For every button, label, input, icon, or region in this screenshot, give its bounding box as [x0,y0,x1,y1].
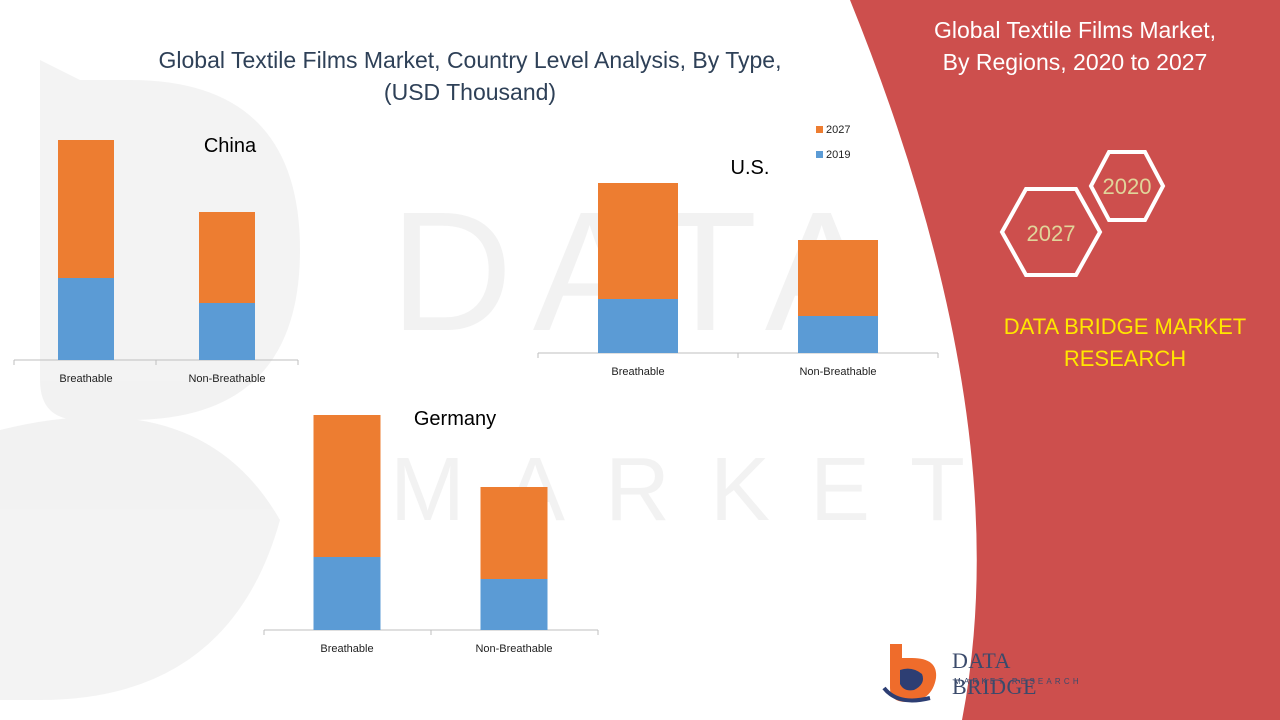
side-panel [850,0,1280,720]
category-label: Non-Breathable [188,373,265,385]
hexagon-2027-icon [999,187,1103,277]
year-hexagons [999,150,1166,277]
legend-swatch-2019 [816,151,823,158]
bar-2019-non-breathable [199,303,255,360]
bar-2019-breathable [313,557,381,630]
chart-us: U.S. Breathable Non-Breathable 2027 2019 [537,124,939,378]
brand-line1: DATA BRIDGE MARKET [1003,314,1247,339]
category-label: Breathable [611,366,664,378]
bar-2019-breathable [58,278,114,360]
main-title: Global Textile Films Market, Country Lev… [120,44,820,108]
main-title-line1: Global Textile Films Market, Country Lev… [158,47,782,73]
legend-label-2019: 2019 [826,149,850,161]
chart-title: Germany [414,408,496,430]
category-label: Breathable [59,373,112,385]
logo-icon [882,644,937,703]
bar-2019-non-breathable [480,579,548,630]
side-title: Global Textile Films Market, By Regions,… [905,14,1245,78]
chart-germany: Germany Breathable Non-Breathable [263,408,599,655]
bar-2019-breathable [598,299,678,353]
hexagon-2027-label: 2027 [1027,221,1076,246]
chart-title: China [204,135,257,157]
brand-line2: RESEARCH [1063,346,1187,371]
chart-title: U.S. [731,157,770,179]
logo: DATA BRIDGE MARKET RESEARCH [880,638,1100,708]
bar-2019-non-breathable [798,316,878,353]
side-title-line1: Global Textile Films Market, [933,17,1217,43]
category-label: Non-Breathable [799,366,876,378]
bar-2027-non-breathable [480,487,548,579]
chart-china: China Breathable Non-Breathable [13,135,299,385]
category-label: Breathable [320,643,373,655]
hexagon-2020-label: 2020 [1103,174,1152,199]
bar-2027-non-breathable [199,212,255,303]
logo-subtitle: MARKET RESEARCH [954,677,1082,686]
bar-2027-breathable [313,415,381,557]
charts-group: China Breathable Non-Breathable U.S. Breatha… [13,124,939,655]
bar-2027-breathable [58,140,114,278]
main-title-line2: (USD Thousand) [383,79,557,105]
legend-label-2027: 2027 [826,124,850,136]
brand-text: DATA BRIDGE MARKET RESEARCH [985,311,1265,375]
hexagon-2020-icon [1088,150,1166,222]
logo-name: DATA BRIDGE [952,648,1037,699]
legend-swatch-2027 [816,126,823,133]
bar-2027-non-breathable [798,240,878,316]
side-title-line2: By Regions, 2020 to 2027 [942,49,1208,75]
category-label: Non-Breathable [475,643,552,655]
bar-2027-breathable [598,183,678,299]
